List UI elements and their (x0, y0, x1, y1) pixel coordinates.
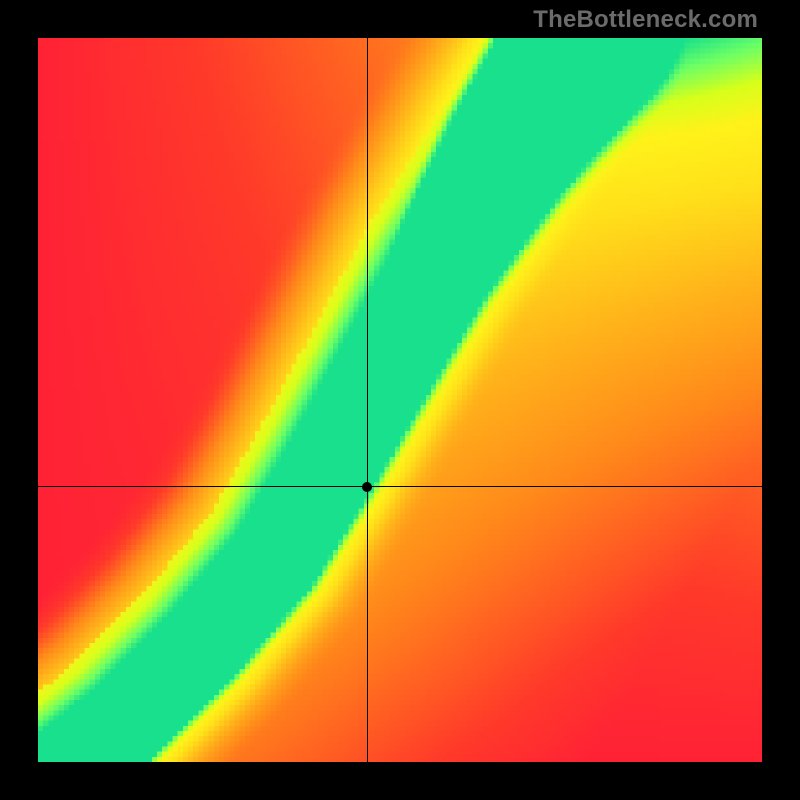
chart-stage: TheBottleneck.com (0, 0, 800, 800)
bottleneck-heatmap (38, 38, 762, 762)
crosshair-horizontal (38, 486, 762, 487)
crosshair-vertical (367, 38, 368, 762)
attribution-watermark: TheBottleneck.com (533, 6, 758, 34)
